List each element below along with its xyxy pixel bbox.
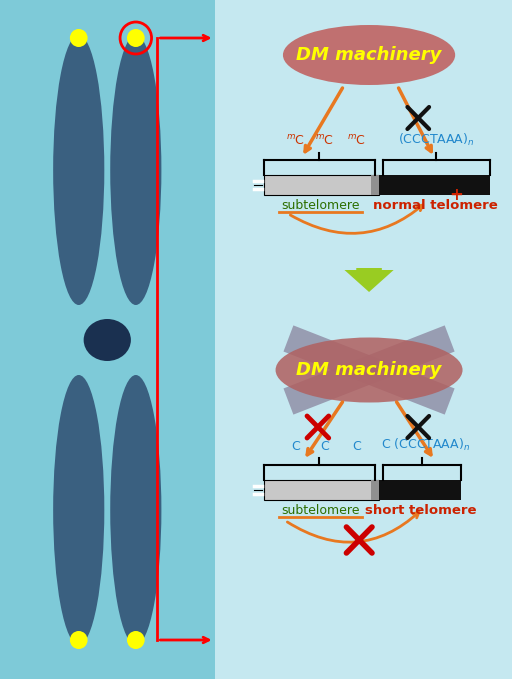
Ellipse shape (283, 25, 455, 85)
FancyArrow shape (284, 325, 455, 415)
FancyArrow shape (284, 325, 455, 415)
Circle shape (127, 29, 145, 47)
Ellipse shape (53, 35, 104, 305)
Text: (CCCTAAA)$_n$: (CCCTAAA)$_n$ (398, 132, 474, 148)
Circle shape (70, 29, 88, 47)
Bar (371, 480, 379, 500)
Text: C: C (291, 440, 300, 453)
Text: $^{m}$C: $^{m}$C (347, 134, 366, 148)
Text: C: C (321, 440, 329, 453)
Ellipse shape (53, 375, 104, 645)
Text: $^{m}$C: $^{m}$C (315, 134, 334, 148)
Ellipse shape (110, 375, 161, 645)
Ellipse shape (275, 337, 462, 403)
Text: subtelomere: subtelomere (282, 199, 360, 212)
Text: DM machinery: DM machinery (296, 46, 442, 64)
Bar (264, 175, 379, 195)
Text: DM machinery: DM machinery (296, 361, 442, 379)
Text: +: + (450, 186, 463, 204)
Bar (264, 480, 379, 500)
Text: subtelomere: subtelomere (282, 504, 360, 517)
Ellipse shape (110, 35, 161, 305)
Bar (379, 480, 461, 500)
Text: short telomere: short telomere (366, 504, 477, 517)
Text: $^{m}$C: $^{m}$C (286, 134, 305, 148)
Circle shape (127, 631, 145, 649)
Bar (371, 175, 379, 195)
Text: C: C (352, 440, 360, 453)
Bar (379, 175, 490, 195)
Bar (0, 0, 215, 679)
FancyArrow shape (345, 268, 394, 292)
Ellipse shape (83, 319, 131, 361)
Text: normal telomere: normal telomere (373, 199, 497, 212)
Text: C (CCCTAAA)$_n$: C (CCCTAAA)$_n$ (380, 437, 470, 453)
Circle shape (70, 631, 88, 649)
